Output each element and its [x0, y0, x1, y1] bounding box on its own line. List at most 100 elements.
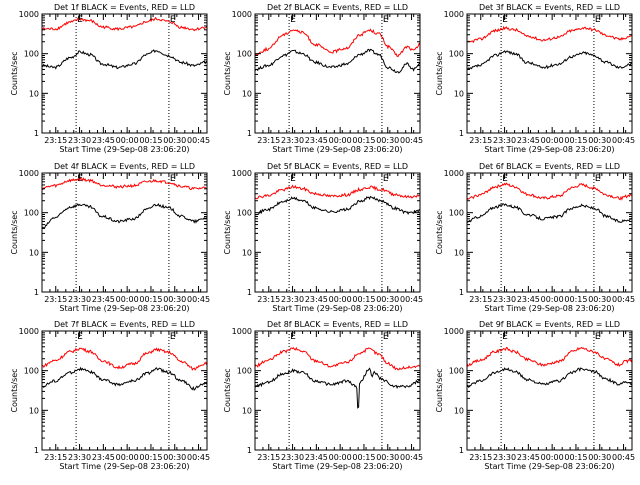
y-tick-label: 1	[247, 129, 252, 138]
y-tick-label: 10	[454, 89, 464, 98]
x-axis-label: Start Time (29-Sep-08 23:06:20)	[272, 145, 402, 154]
saa-marker: E	[290, 15, 296, 25]
y-axis-label: Counts/sec	[223, 51, 232, 95]
saa-marker: E	[383, 15, 389, 25]
x-tick-label: 00:30	[588, 453, 611, 462]
y-tick-label: 10	[29, 406, 39, 415]
saa-marker: E	[502, 332, 508, 342]
plot-frame	[41, 330, 208, 451]
x-tick-label: 00:30	[588, 136, 611, 145]
y-tick-label: 100	[237, 367, 252, 376]
x-tick-label: 00:15	[564, 136, 587, 145]
y-tick-label: 1000	[232, 169, 252, 178]
x-tick-label: 00:45	[187, 295, 210, 304]
series-events	[466, 203, 633, 223]
x-tick-label: 00:00	[541, 453, 564, 462]
x-tick-label: 23:30	[68, 136, 91, 145]
panel-title: Det 1f BLACK = Events, RED = LLD	[54, 3, 195, 12]
y-axis-label: Counts/sec	[435, 368, 444, 412]
saa-marker: E	[595, 174, 601, 184]
x-tick-label: 23:15	[469, 136, 492, 145]
panel-title: Det 6f BLACK = Events, RED = LLD	[479, 162, 620, 171]
series-lld	[41, 347, 208, 371]
x-tick-label: 00:00	[541, 295, 564, 304]
y-axis-label: Counts/sec	[10, 51, 19, 95]
x-tick-label: 00:45	[187, 453, 210, 462]
saa-marker: E	[170, 15, 176, 25]
y-tick-label: 100	[449, 209, 464, 218]
detector-panel-4: Det 4f BLACK = Events, RED = LLDEE110100…	[10, 162, 210, 313]
detector-panel-8: Det 8f BLACK = Events, RED = LLD E E 1 10 100…	[223, 320, 423, 471]
y-tick-label: 1000	[19, 10, 39, 19]
panel-title: Det 5f BLACK = Events, RED = LLD	[267, 162, 408, 171]
y-tick-label: 1000	[232, 10, 252, 19]
x-tick-label: 23:45	[517, 136, 540, 145]
plot-frame	[254, 330, 421, 451]
x-tick-label: 23:45	[305, 136, 328, 145]
detector-panel-3: Det 3f BLACK = Events, RED = LLD E E 1 10 100…	[435, 3, 635, 154]
y-tick-label: 10	[454, 406, 464, 415]
series-lld	[255, 184, 421, 200]
x-tick-label: 00:30	[376, 136, 399, 145]
plot-frame	[254, 172, 421, 293]
y-tick-label: 100	[24, 209, 39, 218]
x-tick-label: 23:45	[517, 295, 540, 304]
y-tick-label: 1	[34, 129, 39, 138]
y-axis-label: Counts/sec	[435, 210, 444, 254]
y-tick-label: 1	[459, 446, 464, 455]
series-lld	[466, 346, 633, 367]
y-tick-label: 100	[24, 50, 39, 59]
y-tick-label: 10	[242, 248, 252, 257]
x-tick-label: 00:45	[400, 453, 423, 462]
x-tick-label: 00:00	[329, 295, 352, 304]
series-lld	[41, 177, 208, 191]
y-tick-label: 100	[449, 367, 464, 376]
x-axis-label: Start Time (29-Sep-08 23:06:20)	[272, 462, 402, 471]
detector-panel-9: Det 9f BLACK = Events, RED = LLD E E 1 10 100…	[435, 320, 635, 471]
series-events	[254, 195, 421, 216]
x-axis-label: Start Time (29-Sep-08 23:06:20)	[484, 145, 614, 154]
saa-marker: E	[595, 332, 601, 342]
x-tick-label: 23:30	[281, 453, 304, 462]
y-tick-label: 1	[459, 129, 464, 138]
series-lld	[466, 182, 633, 201]
x-tick-label: 00:15	[352, 136, 375, 145]
y-tick-label: 100	[24, 367, 39, 376]
x-tick-label: 00:30	[376, 295, 399, 304]
x-tick-label: 00:15	[139, 136, 162, 145]
y-tick-label: 100	[237, 209, 252, 218]
y-tick-label: 10	[242, 89, 252, 98]
panel-title: Det 8f BLACK = Events, RED = LLD	[267, 320, 408, 329]
x-tick-label: 00:15	[139, 295, 162, 304]
plot-frame	[254, 13, 421, 134]
plot-frame	[466, 172, 633, 293]
x-tick-label: 00:00	[116, 295, 139, 304]
plot-frame	[41, 13, 208, 134]
series-events	[41, 49, 208, 70]
y-tick-label: 10	[29, 248, 39, 257]
y-tick-label: 1000	[444, 169, 464, 178]
y-tick-label: 1	[34, 446, 39, 455]
saa-marker: E	[383, 174, 389, 184]
y-tick-label: 1	[247, 446, 252, 455]
saa-marker: E	[502, 15, 508, 25]
series-events	[41, 202, 208, 230]
x-tick-label: 23:30	[493, 136, 516, 145]
x-tick-label: 00:15	[352, 453, 375, 462]
x-tick-label: 23:30	[68, 295, 91, 304]
x-tick-label: 23:30	[281, 295, 304, 304]
y-tick-label: 1000	[444, 10, 464, 19]
x-tick-label: 00:15	[139, 453, 162, 462]
x-tick-label: 00:45	[187, 136, 210, 145]
x-tick-label: 23:45	[517, 453, 540, 462]
saa-marker: E	[290, 332, 296, 342]
x-axis-label: Start Time (29-Sep-08 23:06:20)	[484, 304, 614, 313]
panel-title: Det 9f BLACK = Events, RED = LLD	[479, 320, 620, 329]
plot-frame	[466, 13, 633, 134]
detector-panel-7: Det 7f BLACK = Events, RED = LLD E E 1 10 100…	[10, 320, 210, 471]
series-events	[254, 367, 421, 409]
y-axis-label: Counts/sec	[223, 368, 232, 412]
x-tick-label: 00:45	[400, 295, 423, 304]
x-tick-label: 23:15	[44, 453, 67, 462]
